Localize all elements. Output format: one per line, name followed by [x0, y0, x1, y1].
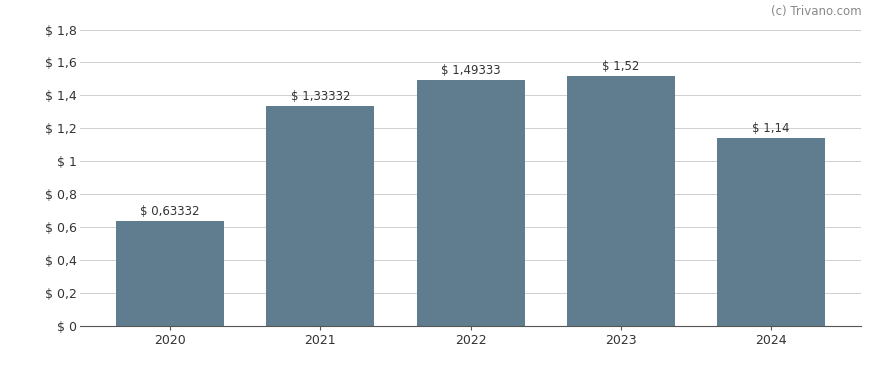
Bar — [567, 75, 675, 326]
Text: $ 1,49333: $ 1,49333 — [440, 64, 501, 77]
Text: $ 1,14: $ 1,14 — [752, 122, 790, 135]
Text: $ 1,52: $ 1,52 — [602, 60, 639, 73]
Bar — [718, 138, 825, 326]
Bar — [416, 80, 525, 326]
Text: $ 1,33332: $ 1,33332 — [290, 90, 350, 103]
Bar — [266, 106, 375, 326]
Bar — [116, 222, 224, 326]
Text: (c) Trivano.com: (c) Trivano.com — [771, 5, 861, 18]
Text: $ 0,63332: $ 0,63332 — [140, 205, 200, 219]
